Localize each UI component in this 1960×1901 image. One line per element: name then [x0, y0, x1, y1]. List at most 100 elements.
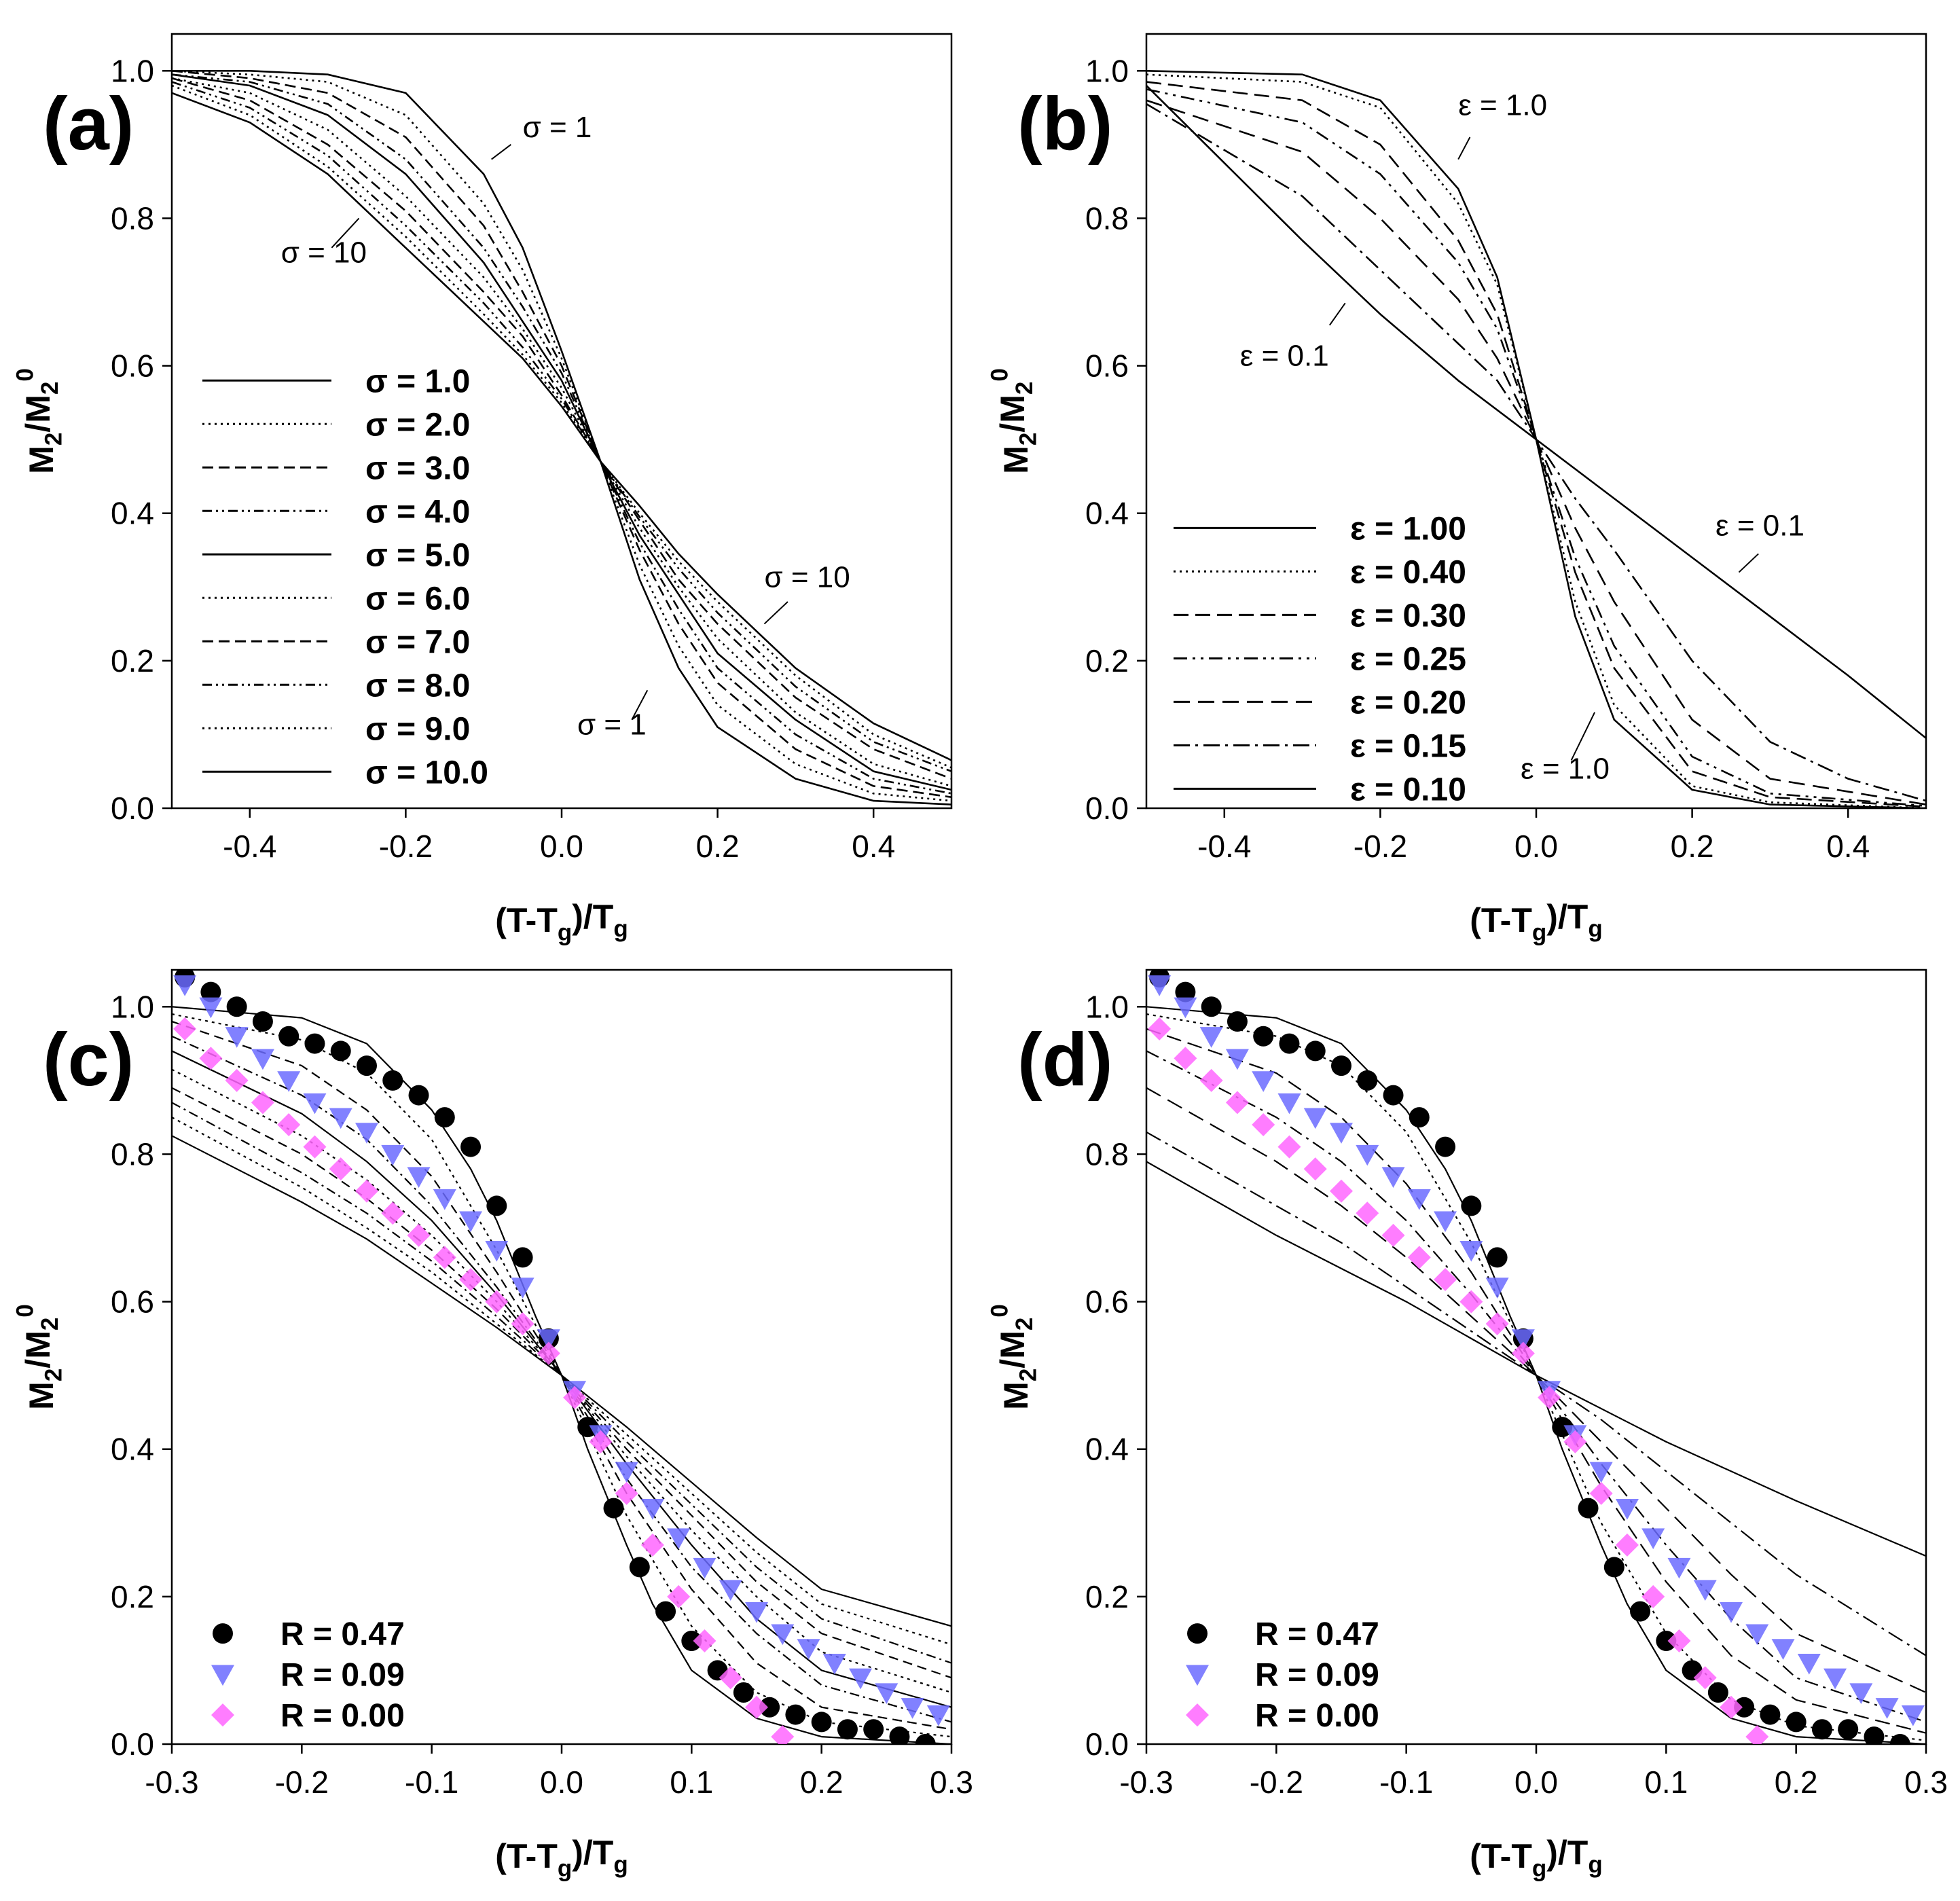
y-axis-label: M2​/M2​0​	[986, 368, 1041, 474]
legend-label: ε = 0.20	[1350, 685, 1466, 721]
legend-label: σ = 4.0	[365, 494, 470, 530]
data-point	[901, 1698, 924, 1719]
data-point	[1511, 1341, 1535, 1365]
fit-curve	[1146, 1161, 1926, 1557]
fit-curve	[172, 1135, 951, 1627]
data-point	[563, 1386, 587, 1409]
data-point	[1693, 1666, 1717, 1690]
y-tick-label: 0.8	[1085, 1136, 1129, 1172]
data-point	[226, 996, 247, 1017]
legend-label: R = 0.00	[280, 1698, 405, 1734]
data-point	[1485, 1312, 1509, 1336]
panel-tag: (a)	[43, 82, 134, 166]
data-point	[1707, 1682, 1728, 1703]
data-point	[1745, 1725, 1769, 1744]
data-point	[1407, 1246, 1431, 1269]
data-point	[1253, 1026, 1274, 1047]
data-point	[1641, 1585, 1665, 1608]
data-point	[434, 1107, 455, 1128]
x-tick-label: -0.4	[223, 829, 276, 864]
y-tick-label: 0.0	[111, 791, 154, 826]
x-axis-label: (T-Tg​)/Tg​	[495, 1834, 628, 1882]
data-point	[719, 1580, 742, 1601]
data-point	[1630, 1601, 1651, 1622]
data-point	[1174, 997, 1197, 1019]
x-tick-label: -0.3	[1119, 1764, 1173, 1800]
data-point	[304, 1033, 325, 1054]
data-point	[577, 1417, 598, 1438]
data-point	[277, 1071, 301, 1092]
data-point	[251, 1091, 274, 1115]
legend: R = 0.47 R = 0.09 R = 0.00	[211, 1616, 405, 1734]
data-point	[1538, 1386, 1561, 1409]
x-tick-label: -0.4	[1197, 829, 1251, 864]
series-line	[172, 70, 951, 802]
data-point	[926, 1705, 950, 1726]
data-point	[1330, 1179, 1353, 1203]
data-point	[408, 1085, 429, 1106]
data-point	[1435, 1136, 1456, 1157]
data-point	[1148, 1017, 1172, 1040]
series-line	[172, 77, 951, 780]
data-point	[460, 1136, 482, 1157]
data-point	[1589, 1481, 1613, 1505]
data-point	[225, 1068, 249, 1092]
data-point	[1487, 1247, 1508, 1268]
legend-label: R = 0.09	[280, 1657, 405, 1693]
data-point	[837, 1719, 858, 1740]
x-tick-label: -0.2	[379, 829, 433, 864]
data-point	[719, 1666, 742, 1690]
data-point	[511, 1278, 534, 1299]
data-point	[1734, 1697, 1755, 1718]
data-point	[1199, 1068, 1223, 1092]
data-point	[1667, 1557, 1691, 1579]
legend-label: σ = 10.0	[365, 755, 488, 791]
data-point	[407, 1167, 431, 1188]
x-tick-label: 0.2	[696, 829, 740, 864]
data-point	[1811, 1719, 1832, 1740]
series-line	[172, 77, 951, 787]
data-point	[199, 1047, 223, 1070]
panel-b: -0.4 -0.2 0.0 0.2 0.4 0.0 0.2 0.4 0.6 0.8 1.0 (T-Tg…	[986, 33, 1927, 945]
x-tick-label: -0.2	[275, 1764, 329, 1800]
data-point	[1823, 1668, 1847, 1690]
annotation-leader	[331, 217, 360, 249]
x-tick-label: -0.2	[1354, 829, 1407, 864]
data-point	[1174, 1047, 1197, 1070]
data-point	[1279, 1033, 1300, 1054]
data-point	[1615, 1498, 1639, 1520]
scatter-series	[1148, 1017, 1769, 1744]
legend-label: σ = 9.0	[365, 711, 470, 747]
data-point	[1461, 1195, 1482, 1216]
legend: σ = 1.0 σ = 2.0 σ = 3.0 σ = 4.0 σ = 5.0 σ = 6…	[202, 363, 488, 791]
y-tick-label: 0.8	[1085, 200, 1129, 236]
x-tick-label: -0.1	[1379, 1764, 1433, 1800]
y-tick-label: 0.2	[1085, 1579, 1129, 1614]
data-point	[1227, 1011, 1248, 1032]
data-point	[745, 1601, 768, 1623]
data-point	[615, 1462, 638, 1483]
data-point	[785, 1704, 806, 1725]
legend-label: ε = 0.10	[1350, 772, 1466, 808]
x-tick-label: -0.2	[1250, 1764, 1303, 1800]
plot-area	[172, 970, 951, 1744]
y-tick-label: 0.2	[111, 643, 154, 678]
data-point	[512, 1247, 533, 1268]
scatter-series	[173, 1017, 795, 1744]
x-tick-label: 0.2	[1775, 1764, 1818, 1800]
data-point	[381, 1201, 405, 1225]
annotation: σ = 1	[523, 111, 592, 144]
panel-tag: (c)	[43, 1018, 134, 1102]
data-point	[640, 1533, 664, 1557]
data-point	[615, 1481, 638, 1505]
data-point	[589, 1430, 613, 1453]
y-tick-label: 0.8	[111, 1136, 154, 1172]
y-tick-label: 0.0	[1085, 1726, 1129, 1762]
y-tick-label: 1.0	[1085, 989, 1129, 1024]
data-point	[537, 1329, 560, 1350]
fit-curve	[1146, 1087, 1926, 1694]
data-point	[863, 1719, 884, 1740]
data-point	[1656, 1631, 1677, 1651]
legend-label: ε = 0.15	[1350, 728, 1466, 764]
